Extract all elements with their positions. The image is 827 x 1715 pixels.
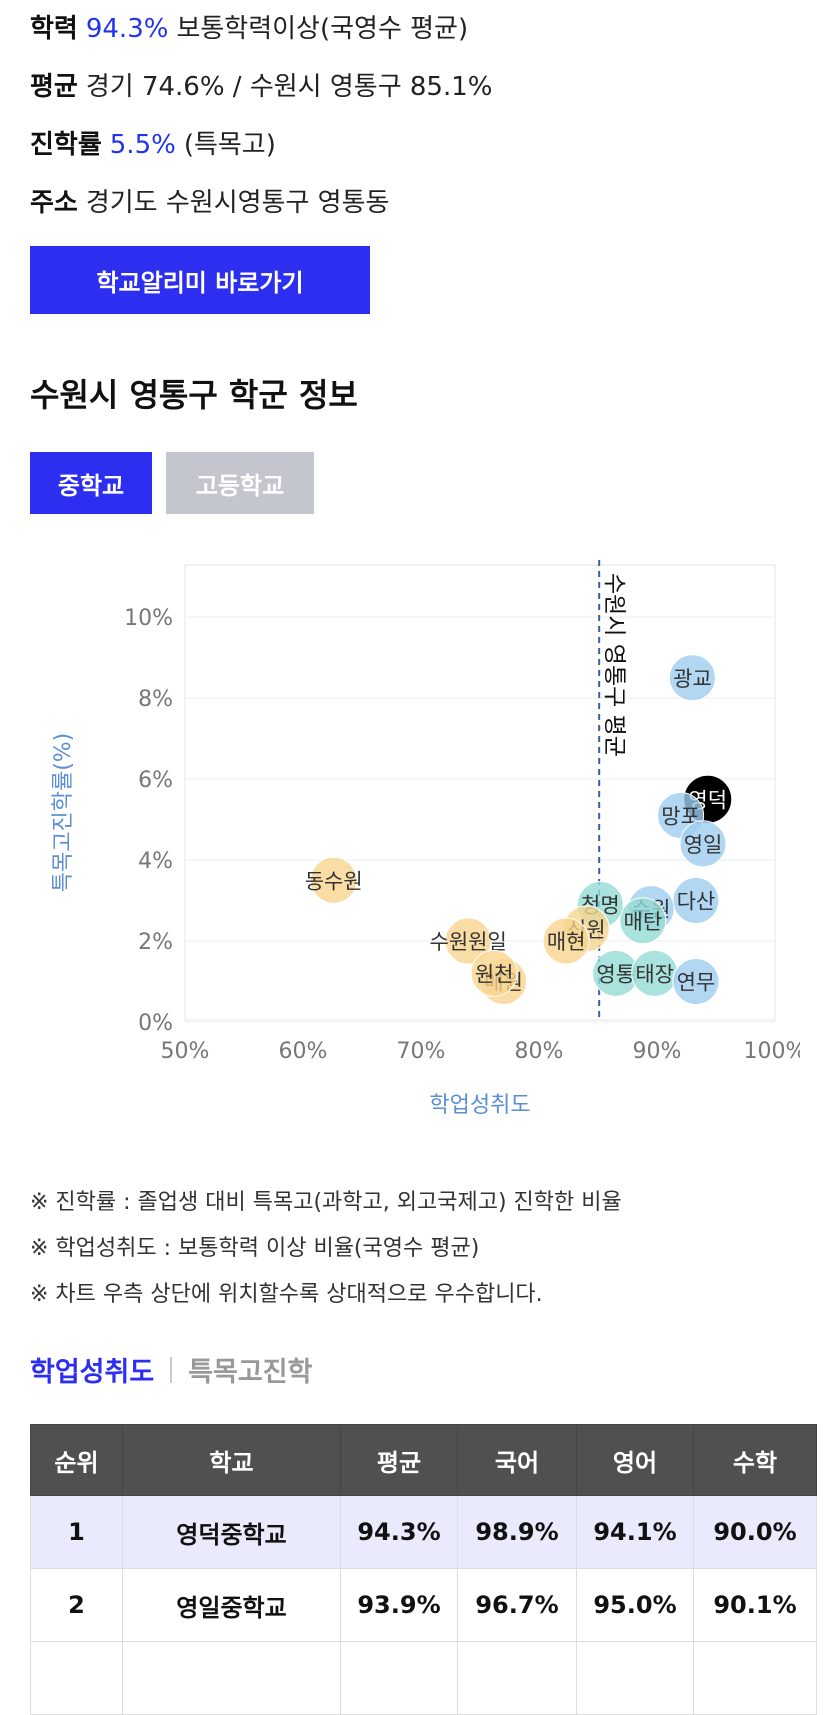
school-point-label: 광교 — [673, 667, 712, 691]
cell-english — [576, 1641, 694, 1715]
header-english[interactable]: 영어 — [576, 1424, 694, 1496]
average-label: 평균 — [30, 72, 78, 102]
cell-math: 90.1% — [693, 1568, 817, 1642]
notes: ※ 진학률 : 졸업생 대비 특목고(과학고, 외고국제고) 진학한 비율 ※ … — [30, 1180, 622, 1318]
header-average[interactable]: 평균 — [340, 1424, 458, 1496]
tab-high-school[interactable]: 고등학교 — [166, 452, 314, 514]
table-row[interactable]: 1 영덕중학교 94.3% 98.9% 94.1% 90.0% — [30, 1495, 817, 1569]
x-tick-label: 100% — [744, 1039, 800, 1064]
cell-average: 94.3% — [340, 1495, 458, 1569]
address-row: 주소 경기도 수원시영통구 영통동 — [30, 174, 492, 232]
cell-math: 90.0% — [693, 1495, 817, 1569]
x-axis-label: 학업성취도 — [429, 1093, 530, 1118]
cell-average — [340, 1641, 458, 1715]
average-text: 경기 74.6% / 수원시 영통구 85.1% — [85, 72, 493, 102]
ranking-tabs: 학업성취도 특목고진학 — [30, 1350, 312, 1389]
achievement-row: 학력 94.3% 보통학력이상(국영수 평균) — [30, 0, 492, 58]
tab-achievement[interactable]: 학업성취도 — [30, 1357, 155, 1388]
school-point — [679, 820, 727, 868]
school-point — [619, 897, 667, 945]
achievement-desc: 보통학력이상(국영수 평균) — [176, 14, 469, 44]
school-point-label: 매탄 — [624, 910, 663, 934]
header-korean[interactable]: 국어 — [457, 1424, 577, 1496]
achievement-label: 학력 — [30, 14, 78, 44]
y-tick-label: 10% — [124, 606, 173, 631]
y-tick-label: 2% — [138, 930, 173, 955]
y-axis-label: 특목고진학률(%) — [51, 733, 76, 893]
school-info: 학력 94.3% 보통학력이상(국영수 평균) 평균 경기 74.6% / 수원시 영… — [30, 0, 492, 232]
cell-korean: 98.9% — [457, 1495, 577, 1569]
school-point-label: 태장 — [635, 962, 674, 986]
scatter-chart: 0% 2% 4% 6% 8% 10% 50% 60% 70% 80% 90% 100% 학업성취도 특목고… — [51, 560, 800, 1118]
cell-rank — [30, 1641, 123, 1715]
y-tick-label: 0% — [138, 1011, 173, 1036]
table-header-row: 순위 학교 평균 국어 영어 수학 — [30, 1424, 817, 1496]
school-point-label: 영통 — [596, 962, 635, 986]
x-tick-label: 80% — [515, 1039, 564, 1064]
cell-korean — [457, 1641, 577, 1715]
school-alimi-button[interactable]: 학교알리미 바로가기 — [30, 246, 370, 314]
cell-rank: 2 — [30, 1568, 123, 1642]
note-achievement: ※ 학업성취도 : 보통학력 이상 비율(국영수 평균) — [30, 1236, 480, 1261]
school-point-label: 다산 — [677, 890, 716, 914]
school-point — [542, 917, 590, 965]
table-row[interactable]: 2 영일중학교 93.9% 96.7% 95.0% 90.1% — [30, 1568, 817, 1642]
x-tick-label: 60% — [279, 1039, 328, 1064]
cell-rank: 1 — [30, 1495, 123, 1569]
cell-school: 영덕중학교 — [122, 1495, 341, 1569]
plot-frame — [184, 564, 776, 1021]
tab-middle-school[interactable]: 중학교 — [30, 452, 152, 514]
address-label: 주소 — [30, 188, 78, 218]
tab-separator — [170, 1356, 173, 1383]
average-reference-label: 수원시 영통구 평균 — [601, 573, 627, 757]
achievement-value: 94.3% — [85, 14, 169, 44]
cell-average: 93.9% — [340, 1568, 458, 1642]
cell-math — [693, 1641, 817, 1715]
note-entrance-rate: ※ 진학률 : 졸업생 대비 특목고(과학고, 외고국제고) 진학한 비율 — [30, 1190, 622, 1215]
school-point — [470, 949, 518, 997]
y-tick-label: 4% — [138, 849, 173, 874]
school-point-label: 연무 — [677, 971, 716, 995]
address-text: 경기도 수원시영통구 영통동 — [85, 188, 390, 218]
entrance-row: 진학률 5.5% (특목고) — [30, 116, 492, 174]
cell-english: 95.0% — [576, 1568, 694, 1642]
school-point-label: 동수원 — [305, 869, 363, 893]
y-tick-label: 6% — [138, 768, 173, 793]
ranking-table: 순위 학교 평균 국어 영어 수학 1 영덕중학교 94.3% 98.9% 94… — [30, 1424, 817, 1715]
x-tick-label: 50% — [161, 1039, 210, 1064]
district-title: 수원시 영통구 학군 정보 — [30, 376, 358, 414]
cell-english: 94.1% — [576, 1495, 694, 1569]
entrance-desc: (특목고) — [183, 130, 276, 160]
x-tick-label: 70% — [397, 1039, 446, 1064]
y-tick-label: 8% — [138, 687, 173, 712]
header-school[interactable]: 학교 — [122, 1424, 341, 1496]
header-math[interactable]: 수학 — [693, 1424, 817, 1496]
school-point-label: 매현 — [547, 930, 586, 954]
average-row: 평균 경기 74.6% / 수원시 영통구 85.1% — [30, 58, 492, 116]
school-point — [668, 654, 716, 702]
school-point-label: 원천 — [475, 962, 514, 986]
tab-special-entrance[interactable]: 특목고진학 — [188, 1357, 313, 1388]
cell-school — [122, 1641, 341, 1715]
entrance-value: 5.5% — [109, 130, 176, 160]
school-point-label: 영일 — [684, 833, 723, 857]
note-top-right: ※ 차트 우측 상단에 위치할수록 상대적으로 우수합니다. — [30, 1282, 543, 1307]
header-rank[interactable]: 순위 — [30, 1424, 123, 1496]
school-point — [672, 958, 720, 1005]
x-tick-label: 90% — [633, 1039, 682, 1064]
cell-school: 영일중학교 — [122, 1568, 341, 1642]
school-point — [310, 856, 358, 904]
entrance-label: 진학률 — [30, 130, 102, 160]
table-row[interactable] — [30, 1641, 817, 1715]
school-point — [444, 917, 492, 965]
cell-korean: 96.7% — [457, 1568, 577, 1642]
